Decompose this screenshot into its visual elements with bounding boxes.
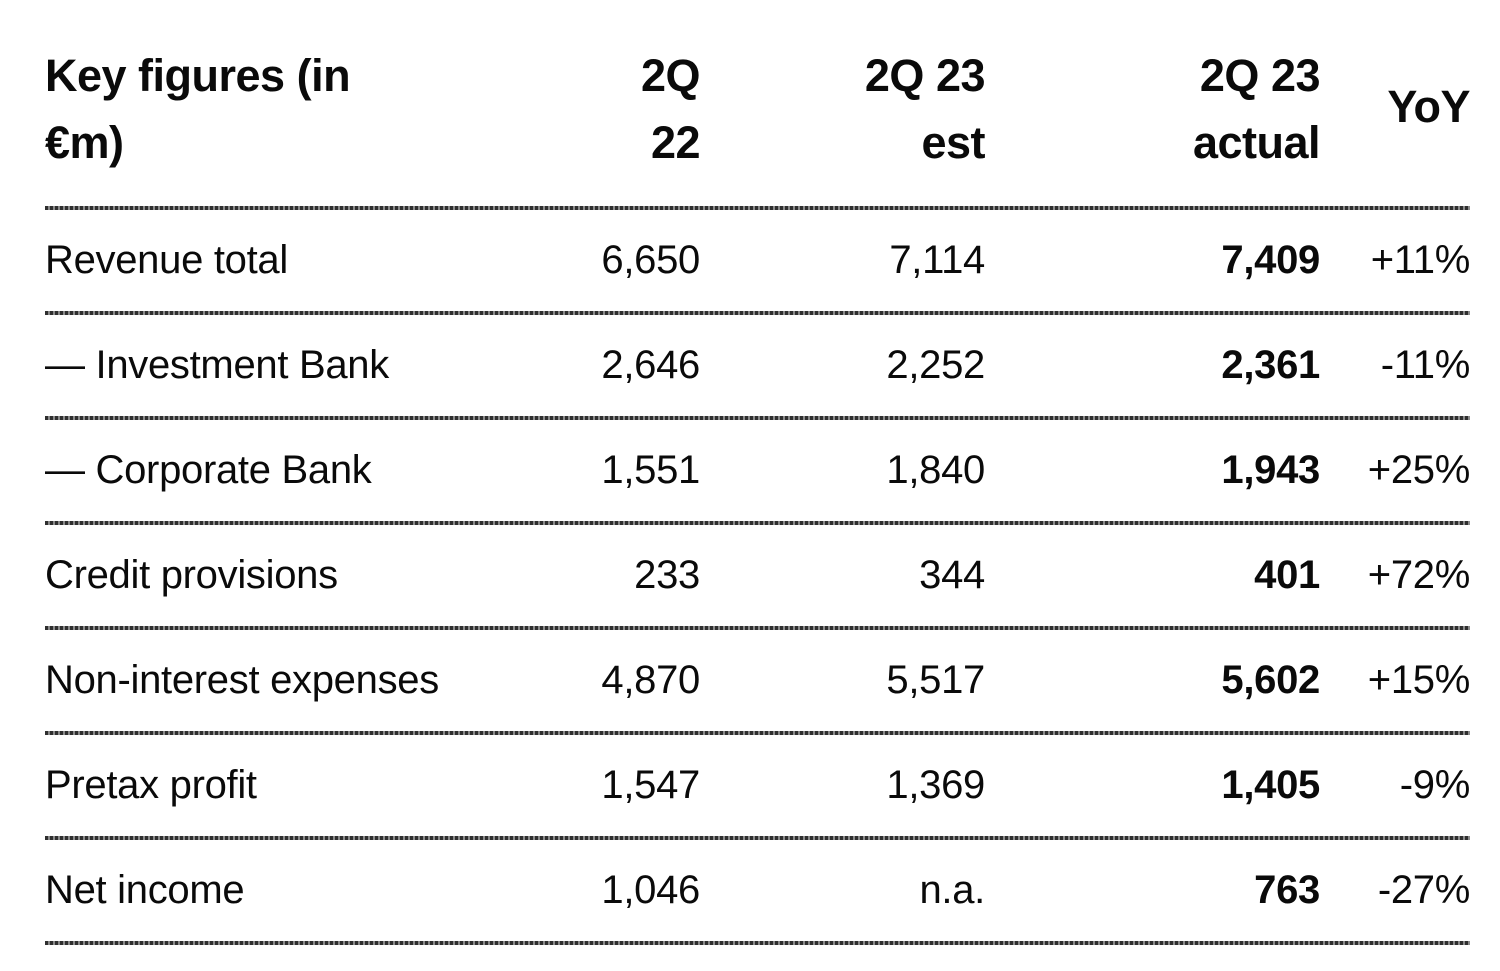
row-label: — Investment Bank bbox=[45, 343, 389, 387]
value-2q22: 2,646 bbox=[601, 343, 700, 387]
value-2q23-est: 1,840 bbox=[886, 448, 985, 492]
column-header-2q23-actual: 2Q 23 actual bbox=[1192, 50, 1321, 168]
row-label: Non-interest expenses bbox=[45, 658, 439, 702]
row-label: — Corporate Bank bbox=[45, 448, 372, 492]
row-divider bbox=[45, 941, 1470, 945]
value-2q23-est: 1,369 bbox=[886, 763, 985, 807]
value-yoy: +25% bbox=[1367, 448, 1471, 492]
row-divider bbox=[45, 416, 1470, 420]
value-yoy: +11% bbox=[1370, 238, 1471, 282]
value-2q22: 1,547 bbox=[601, 763, 700, 807]
value-2q23-est: n.a. bbox=[919, 868, 985, 912]
value-2q22: 4,870 bbox=[601, 658, 700, 702]
value-2q22: 1,046 bbox=[601, 868, 700, 912]
value-2q23-est: 7,114 bbox=[889, 238, 985, 282]
value-2q23-est: 344 bbox=[919, 553, 985, 597]
value-2q22: 1,551 bbox=[601, 448, 700, 492]
row-label: Revenue total bbox=[45, 238, 288, 282]
value-yoy: +15% bbox=[1367, 658, 1471, 702]
column-header-2q22: 2Q 22 bbox=[640, 50, 701, 168]
row-divider bbox=[45, 836, 1470, 840]
row-label: Pretax profit bbox=[45, 763, 257, 807]
value-2q23-est: 2,252 bbox=[886, 343, 985, 387]
header-divider bbox=[45, 206, 1470, 210]
column-header-yoy: YoY bbox=[1387, 80, 1470, 132]
value-2q23-actual: 1,405 bbox=[1221, 763, 1320, 807]
value-2q23-actual: 5,602 bbox=[1221, 658, 1320, 702]
key-figures-table: Key figures (in €m) 2Q 22 2Q 23 est 2Q 2… bbox=[45, 42, 1471, 945]
column-header-key-figures: Key figures (in €m) bbox=[45, 50, 351, 168]
value-2q23-actual: 2,361 bbox=[1221, 343, 1320, 387]
value-2q23-actual: 1,943 bbox=[1221, 448, 1320, 492]
value-2q22: 6,650 bbox=[601, 238, 700, 282]
value-2q23-actual: 7,409 bbox=[1221, 238, 1320, 282]
value-yoy: +72% bbox=[1367, 553, 1471, 597]
value-2q23-est: 5,517 bbox=[886, 658, 985, 702]
row-divider bbox=[45, 626, 1470, 630]
row-divider bbox=[45, 521, 1470, 525]
row-divider bbox=[45, 311, 1470, 315]
value-yoy: -27% bbox=[1377, 868, 1470, 912]
row-label: Net income bbox=[45, 868, 245, 912]
row-divider bbox=[45, 731, 1470, 735]
value-2q23-actual: 401 bbox=[1254, 553, 1320, 597]
value-yoy: -9% bbox=[1399, 763, 1471, 807]
value-yoy: -11% bbox=[1380, 343, 1471, 387]
column-header-2q23-est: 2Q 23 est bbox=[864, 50, 986, 168]
value-2q22: 233 bbox=[634, 553, 700, 597]
value-2q23-actual: 763 bbox=[1254, 868, 1320, 912]
row-label: Credit provisions bbox=[45, 553, 338, 597]
